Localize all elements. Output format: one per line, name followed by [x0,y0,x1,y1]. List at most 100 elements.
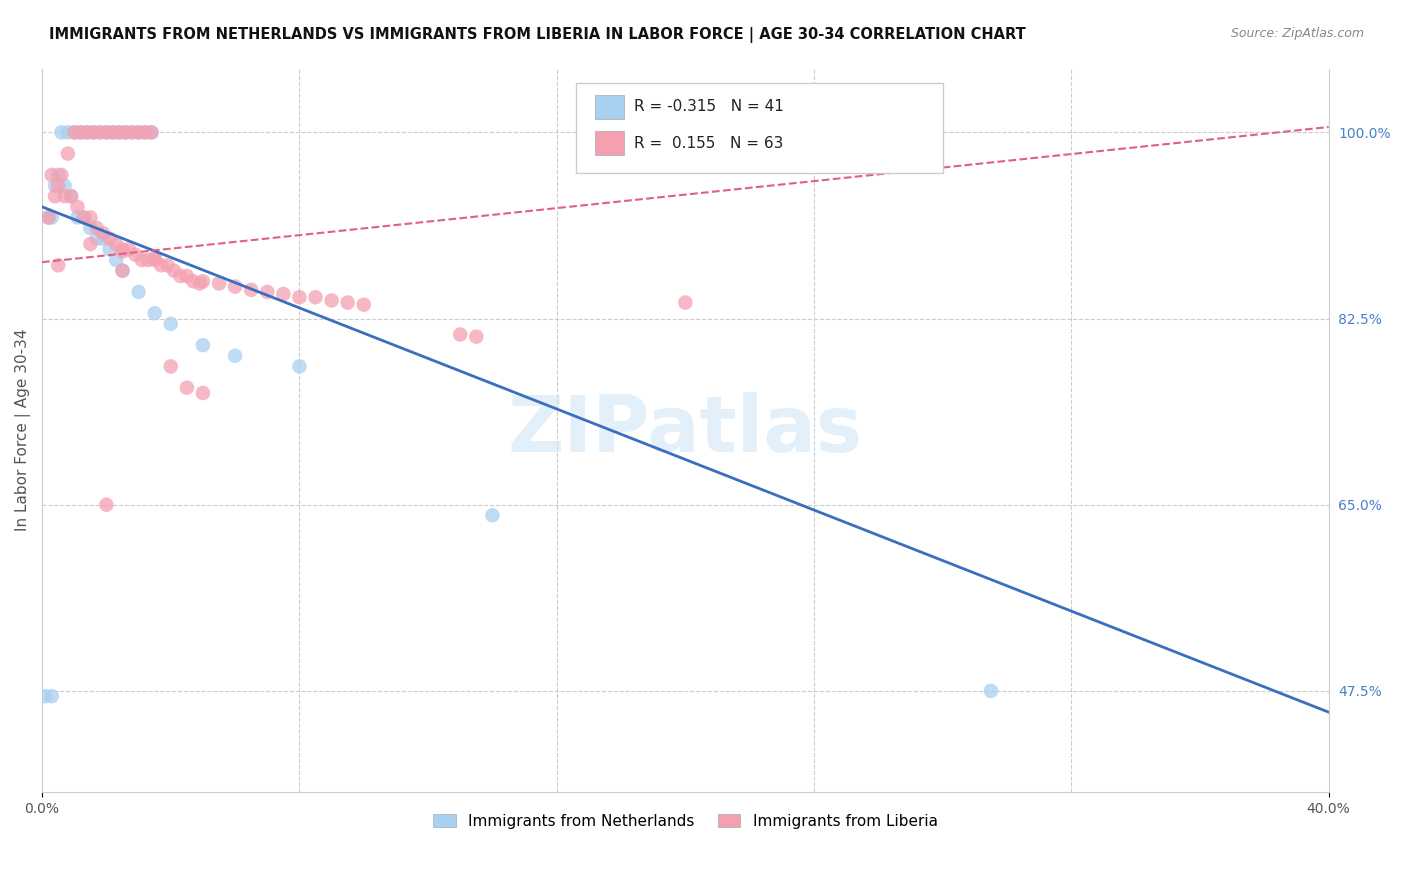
Point [188,277,211,291]
Point [63,125,86,139]
Point [143,253,166,268]
Point [169,268,191,283]
Point [76,125,98,139]
Point [134,125,156,139]
Point [449,327,471,342]
Point [163,263,186,277]
Point [256,285,278,299]
Point [79,211,101,225]
Point [83,125,105,139]
Point [111,263,134,277]
Point [131,253,153,268]
Point [44,178,66,193]
Point [51,125,73,139]
Point [56,125,79,139]
Point [38,211,60,225]
Point [73,211,96,225]
Point [224,349,246,363]
Point [86,221,108,235]
Point [86,232,108,246]
Point [673,295,696,310]
Point [46,168,69,182]
Point [41,211,63,225]
Point [108,125,131,139]
Point [46,258,69,272]
Point [128,125,150,139]
Point [181,274,204,288]
Point [114,125,136,139]
Point [118,243,141,257]
Point [101,125,124,139]
Point [56,146,79,161]
Point [288,359,311,374]
Y-axis label: In Labor Force | Age 30-34: In Labor Force | Age 30-34 [15,329,31,532]
Point [353,298,375,312]
Point [76,125,98,139]
Point [134,125,156,139]
Point [89,125,111,139]
Point [108,125,131,139]
Point [481,508,503,523]
Point [105,253,128,268]
Point [465,329,488,343]
Point [980,684,1002,698]
Point [89,125,111,139]
Point [176,381,198,395]
Point [79,221,101,235]
Point [111,243,134,257]
Point [96,125,118,139]
Point [101,125,124,139]
Point [69,125,91,139]
Point [53,189,76,203]
Point [91,232,114,246]
Text: R = -0.315   N = 41: R = -0.315 N = 41 [634,99,783,114]
Text: Source: ZipAtlas.com: Source: ZipAtlas.com [1230,27,1364,40]
Point [38,211,60,225]
Point [273,287,295,301]
Point [91,227,114,241]
Point [240,283,263,297]
Point [191,386,214,401]
Point [136,253,159,268]
Point [288,290,311,304]
Point [79,237,101,252]
Point [191,338,214,352]
Point [336,295,359,310]
Point [208,277,231,291]
Point [124,248,146,262]
Point [98,243,121,257]
Point [948,870,970,884]
Point [73,211,96,225]
Bar [595,131,624,155]
Point [98,232,121,246]
Text: IMMIGRANTS FROM NETHERLANDS VS IMMIGRANTS FROM LIBERIA IN LABOR FORCE | AGE 30-3: IMMIGRANTS FROM NETHERLANDS VS IMMIGRANT… [49,27,1026,43]
Point [498,870,520,884]
Point [66,200,89,214]
Point [304,290,326,304]
Point [156,258,179,272]
Point [51,168,73,182]
Point [191,274,214,288]
Point [121,125,143,139]
Point [114,125,136,139]
Point [63,125,86,139]
Point [96,498,118,512]
Text: R =  0.155   N = 63: R = 0.155 N = 63 [634,136,783,151]
Point [111,263,134,277]
Point [105,237,128,252]
Point [53,178,76,193]
Point [46,178,69,193]
Point [224,279,246,293]
Point [128,125,150,139]
Point [41,690,63,704]
Bar [595,95,624,120]
Point [143,251,166,265]
Point [159,317,181,331]
Point [111,244,134,259]
Point [159,359,181,374]
Point [60,189,83,203]
Point [141,125,163,139]
Point [128,285,150,299]
Point [141,125,163,139]
Point [60,189,83,203]
